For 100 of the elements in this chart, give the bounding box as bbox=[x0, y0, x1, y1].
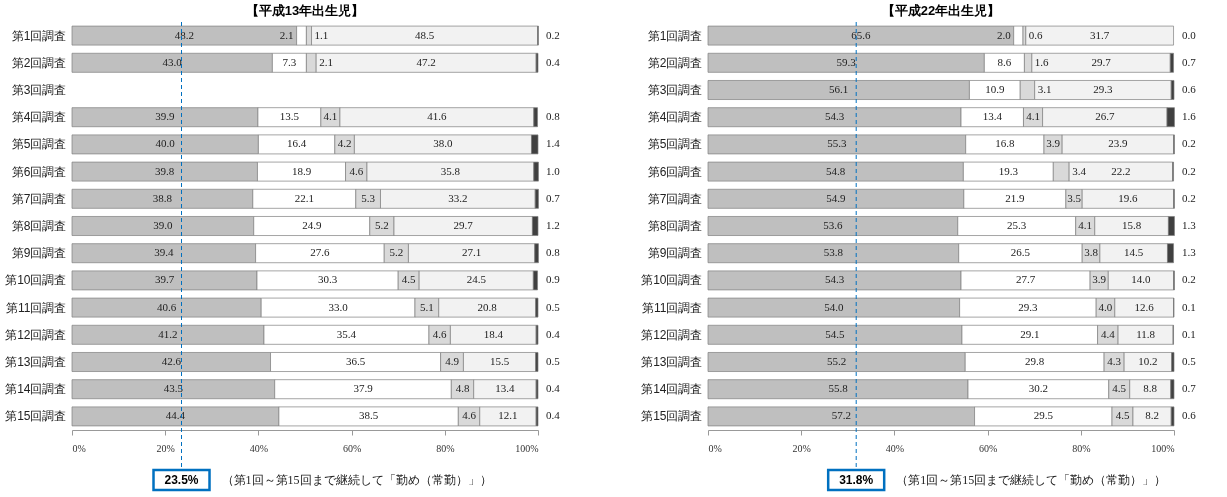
data-label: 1.4 bbox=[546, 137, 561, 150]
data-label: 41.2 bbox=[158, 327, 178, 340]
data-label: 54.3 bbox=[824, 110, 845, 123]
data-label: 54.0 bbox=[824, 300, 844, 313]
data-label: 4.0 bbox=[1098, 300, 1113, 313]
data-label: 14.5 bbox=[1124, 246, 1144, 259]
y-tick-label: 第8回調査 bbox=[11, 219, 67, 233]
data-label: 59.3 bbox=[836, 55, 857, 68]
y-tick-label: 第8回調査 bbox=[647, 219, 703, 233]
data-label: 1.3 bbox=[1182, 246, 1197, 259]
data-label: 0.8 bbox=[546, 110, 561, 123]
data-label: 57.2 bbox=[831, 409, 851, 422]
data-label: 2.1 bbox=[279, 28, 294, 41]
data-label: 39.8 bbox=[155, 164, 175, 177]
data-label: 0.6 bbox=[1182, 409, 1197, 422]
y-tick-label: 第1回調査 bbox=[11, 28, 67, 43]
data-label: 29.3 bbox=[1018, 300, 1039, 313]
data-label: 4.5 bbox=[1112, 382, 1127, 395]
y-tick-label: 第12回調査 bbox=[641, 327, 703, 342]
data-label: 4.3 bbox=[1107, 355, 1122, 367]
data-label: 37.9 bbox=[353, 382, 374, 395]
data-label: 1.0 bbox=[546, 164, 561, 177]
data-label: 3.9 bbox=[1092, 273, 1107, 286]
x-tick-label: 100% bbox=[1151, 442, 1175, 454]
x-tick-label: 60% bbox=[342, 442, 362, 454]
y-tick-label: 第1回調査 bbox=[647, 28, 703, 43]
x-tick-label: 40% bbox=[249, 442, 269, 454]
data-label: 0.4 bbox=[546, 55, 561, 68]
data-label: 10.9 bbox=[985, 83, 1005, 95]
y-tick-label: 第3回調査 bbox=[11, 83, 67, 97]
data-label: 1.6 bbox=[1034, 55, 1050, 68]
y-tick-label: 第3回調査 bbox=[647, 83, 703, 97]
ref-line-label: 23.5% bbox=[164, 473, 199, 487]
data-label: 0.2 bbox=[546, 28, 560, 41]
data-label: 54.9 bbox=[826, 191, 847, 204]
data-label: 40.0 bbox=[155, 137, 176, 150]
y-tick-label: 第9回調査 bbox=[647, 246, 703, 261]
data-label: 35.4 bbox=[336, 327, 357, 340]
data-label: 7.3 bbox=[282, 55, 297, 68]
data-label: 22.1 bbox=[294, 191, 314, 204]
data-label: 12.1 bbox=[498, 409, 518, 422]
data-label: 29.8 bbox=[1025, 355, 1045, 367]
x-tick-label: 20% bbox=[792, 442, 811, 454]
data-label: 38.5 bbox=[358, 409, 379, 422]
data-label: 4.1 bbox=[323, 110, 338, 123]
y-tick-label: 第7回調査 bbox=[647, 191, 703, 206]
data-label: 4.6 bbox=[349, 164, 364, 177]
data-label: 0.6 bbox=[1028, 28, 1044, 41]
data-label: 0.5 bbox=[546, 300, 561, 313]
data-label: 3.9 bbox=[1046, 137, 1061, 150]
data-label: 13.4 bbox=[495, 382, 516, 395]
y-tick-label: 第15回調査 bbox=[641, 409, 703, 424]
data-label: 29.1 bbox=[1020, 327, 1040, 340]
data-label: 30.3 bbox=[317, 273, 338, 286]
data-label: 43.5 bbox=[163, 382, 184, 395]
y-tick-label: 第10回調査 bbox=[641, 273, 703, 288]
data-label: 26.7 bbox=[1095, 110, 1115, 123]
data-label: 38.0 bbox=[433, 137, 454, 150]
data-label: 0.6 bbox=[1182, 83, 1197, 95]
data-label: 0.4 bbox=[546, 409, 561, 422]
data-label: 0.2 bbox=[1182, 164, 1196, 177]
data-label: 42.6 bbox=[161, 355, 182, 367]
data-label: 19.3 bbox=[998, 164, 1019, 177]
data-label: 54.8 bbox=[826, 164, 846, 177]
y-tick-label: 第14回調査 bbox=[5, 382, 67, 397]
data-label: 33.0 bbox=[328, 300, 349, 313]
data-label: 0.9 bbox=[546, 273, 561, 286]
data-label: 39.9 bbox=[155, 110, 176, 123]
data-label: 18.9 bbox=[291, 164, 312, 177]
data-label: 3.8 bbox=[1084, 246, 1099, 259]
x-tick-label: 80% bbox=[436, 442, 455, 454]
data-label: 5.2 bbox=[375, 219, 389, 231]
y-tick-label: 第5回調査 bbox=[647, 137, 703, 152]
data-label: 0.2 bbox=[1182, 273, 1196, 286]
text: （第1回～第15回まで継続して「勤め（常勤）」） bbox=[221, 473, 492, 487]
data-label: 0.2 bbox=[1182, 191, 1196, 204]
data-label: 13.4 bbox=[982, 110, 1003, 123]
data-label: 0.2 bbox=[1182, 137, 1196, 150]
data-label: 4.6 bbox=[462, 409, 477, 422]
chart-title: 【平成13年出生児】 bbox=[245, 2, 365, 18]
data-label: 4.6 bbox=[432, 327, 448, 340]
data-label: 36.5 bbox=[345, 355, 366, 367]
data-label: 5.3 bbox=[361, 191, 376, 204]
data-label: 14.0 bbox=[1131, 273, 1152, 286]
data-label: 12.6 bbox=[1134, 300, 1155, 313]
data-label: 47.2 bbox=[416, 55, 436, 68]
data-label: 13.5 bbox=[279, 110, 300, 123]
data-label: 29.5 bbox=[1033, 409, 1054, 422]
y-tick-label: 第9回調査 bbox=[11, 246, 67, 261]
data-label: 8.6 bbox=[997, 55, 1012, 68]
data-label: 54.5 bbox=[825, 327, 846, 340]
data-label: 2.1 bbox=[319, 55, 333, 68]
data-label: 26.5 bbox=[1010, 246, 1031, 259]
data-label: 18.4 bbox=[483, 327, 504, 340]
data-label: 0.1 bbox=[1182, 300, 1196, 313]
data-label: 4.2 bbox=[337, 137, 352, 150]
data-label: 35.8 bbox=[440, 164, 461, 177]
data-label: 0.7 bbox=[1182, 382, 1197, 395]
y-tick-label: 第15回調査 bbox=[5, 409, 67, 424]
data-label: 5.1 bbox=[419, 300, 434, 313]
